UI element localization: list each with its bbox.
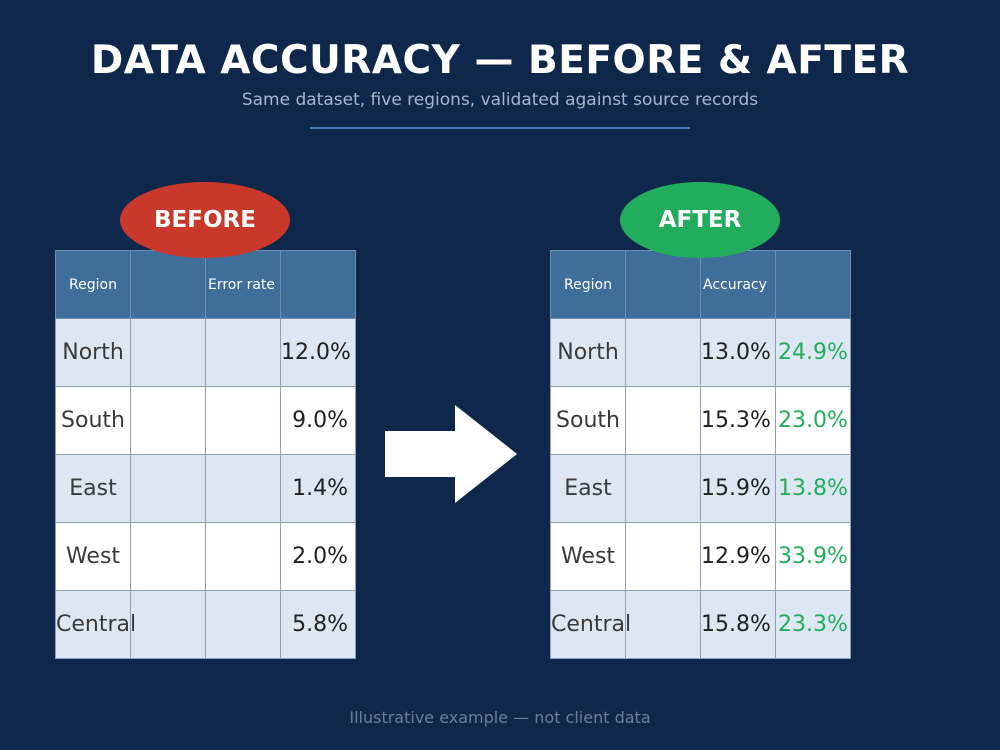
table-row: West 12.9% 33.9%	[550, 522, 851, 591]
empty-cell	[205, 318, 281, 387]
empty-cell	[130, 522, 206, 591]
empty-cell	[625, 454, 701, 523]
table-row: West 2.0%	[55, 522, 356, 591]
after-col-accuracy-header: Accuracy	[700, 250, 776, 319]
before-col-4-header	[280, 250, 356, 319]
before-col-2-header	[130, 250, 206, 319]
table-row: Central 15.8% 23.3%	[550, 590, 851, 659]
empty-cell	[130, 590, 206, 659]
table-row: North 12.0%	[55, 318, 356, 387]
title-divider	[310, 127, 690, 129]
table-row: South 9.0%	[55, 386, 356, 455]
after-region-cell: South	[550, 386, 626, 455]
before-region-cell: East	[55, 454, 131, 523]
right-arrow-icon	[385, 405, 517, 503]
empty-cell	[205, 386, 281, 455]
after-value-cell: 15.3%	[700, 386, 776, 455]
page-subtitle: Same dataset, five regions, validated ag…	[241, 90, 759, 110]
after-value-cell: 13.0%	[700, 318, 776, 387]
before-table: Region Error rate North 12.0% South 9.0%…	[55, 250, 356, 659]
empty-cell	[625, 318, 701, 387]
empty-cell	[130, 318, 206, 387]
table-row: North 13.0% 24.9%	[550, 318, 851, 387]
empty-cell	[130, 386, 206, 455]
after-region-cell: Central	[550, 590, 631, 659]
table-row: Central 5.8%	[55, 590, 356, 659]
after-col-4-header	[775, 250, 851, 319]
before-value-cell: 1.4%	[280, 454, 356, 523]
before-badge: BEFORE	[120, 182, 290, 258]
after-value-cell: 12.9%	[700, 522, 776, 591]
empty-cell	[205, 454, 281, 523]
after-region-cell: East	[550, 454, 626, 523]
before-region-cell: Central	[55, 590, 136, 659]
before-value-cell: 5.8%	[280, 590, 356, 659]
table-row: East 15.9% 13.8%	[550, 454, 851, 523]
before-region-cell: West	[55, 522, 131, 591]
after-table: Region Accuracy North 13.0% 24.9% South …	[550, 250, 851, 659]
after-col-region-header: Region	[550, 250, 626, 319]
before-value-cell: 9.0%	[280, 386, 356, 455]
after-change-cell: 13.8%	[775, 454, 851, 523]
after-change-cell: 23.3%	[775, 590, 851, 659]
before-region-cell: North	[55, 318, 131, 387]
empty-cell	[625, 522, 701, 591]
footer-note: Illustrative example — not client data	[349, 708, 651, 727]
after-value-cell: 15.8%	[700, 590, 776, 659]
page-title: DATA ACCURACY — BEFORE & AFTER	[90, 38, 910, 83]
before-col-error-rate-header: Error rate	[205, 250, 281, 319]
before-col-region-header: Region	[55, 250, 131, 319]
after-region-cell: West	[550, 522, 626, 591]
empty-cell	[625, 590, 701, 659]
before-value-cell: 2.0%	[280, 522, 356, 591]
before-value-cell: 12.0%	[280, 318, 356, 387]
table-row: South 15.3% 23.0%	[550, 386, 851, 455]
empty-cell	[205, 590, 281, 659]
empty-cell	[205, 522, 281, 591]
after-change-cell: 33.9%	[775, 522, 851, 591]
after-change-cell: 24.9%	[775, 318, 851, 387]
empty-cell	[625, 386, 701, 455]
after-value-cell: 15.9%	[700, 454, 776, 523]
table-row: East 1.4%	[55, 454, 356, 523]
after-badge: AFTER	[620, 182, 780, 258]
after-region-cell: North	[550, 318, 626, 387]
empty-cell	[130, 454, 206, 523]
before-region-cell: South	[55, 386, 131, 455]
after-change-cell: 23.0%	[775, 386, 851, 455]
after-col-2-header	[625, 250, 701, 319]
after-table-header: Region Accuracy	[550, 250, 851, 319]
before-table-header: Region Error rate	[55, 250, 356, 319]
